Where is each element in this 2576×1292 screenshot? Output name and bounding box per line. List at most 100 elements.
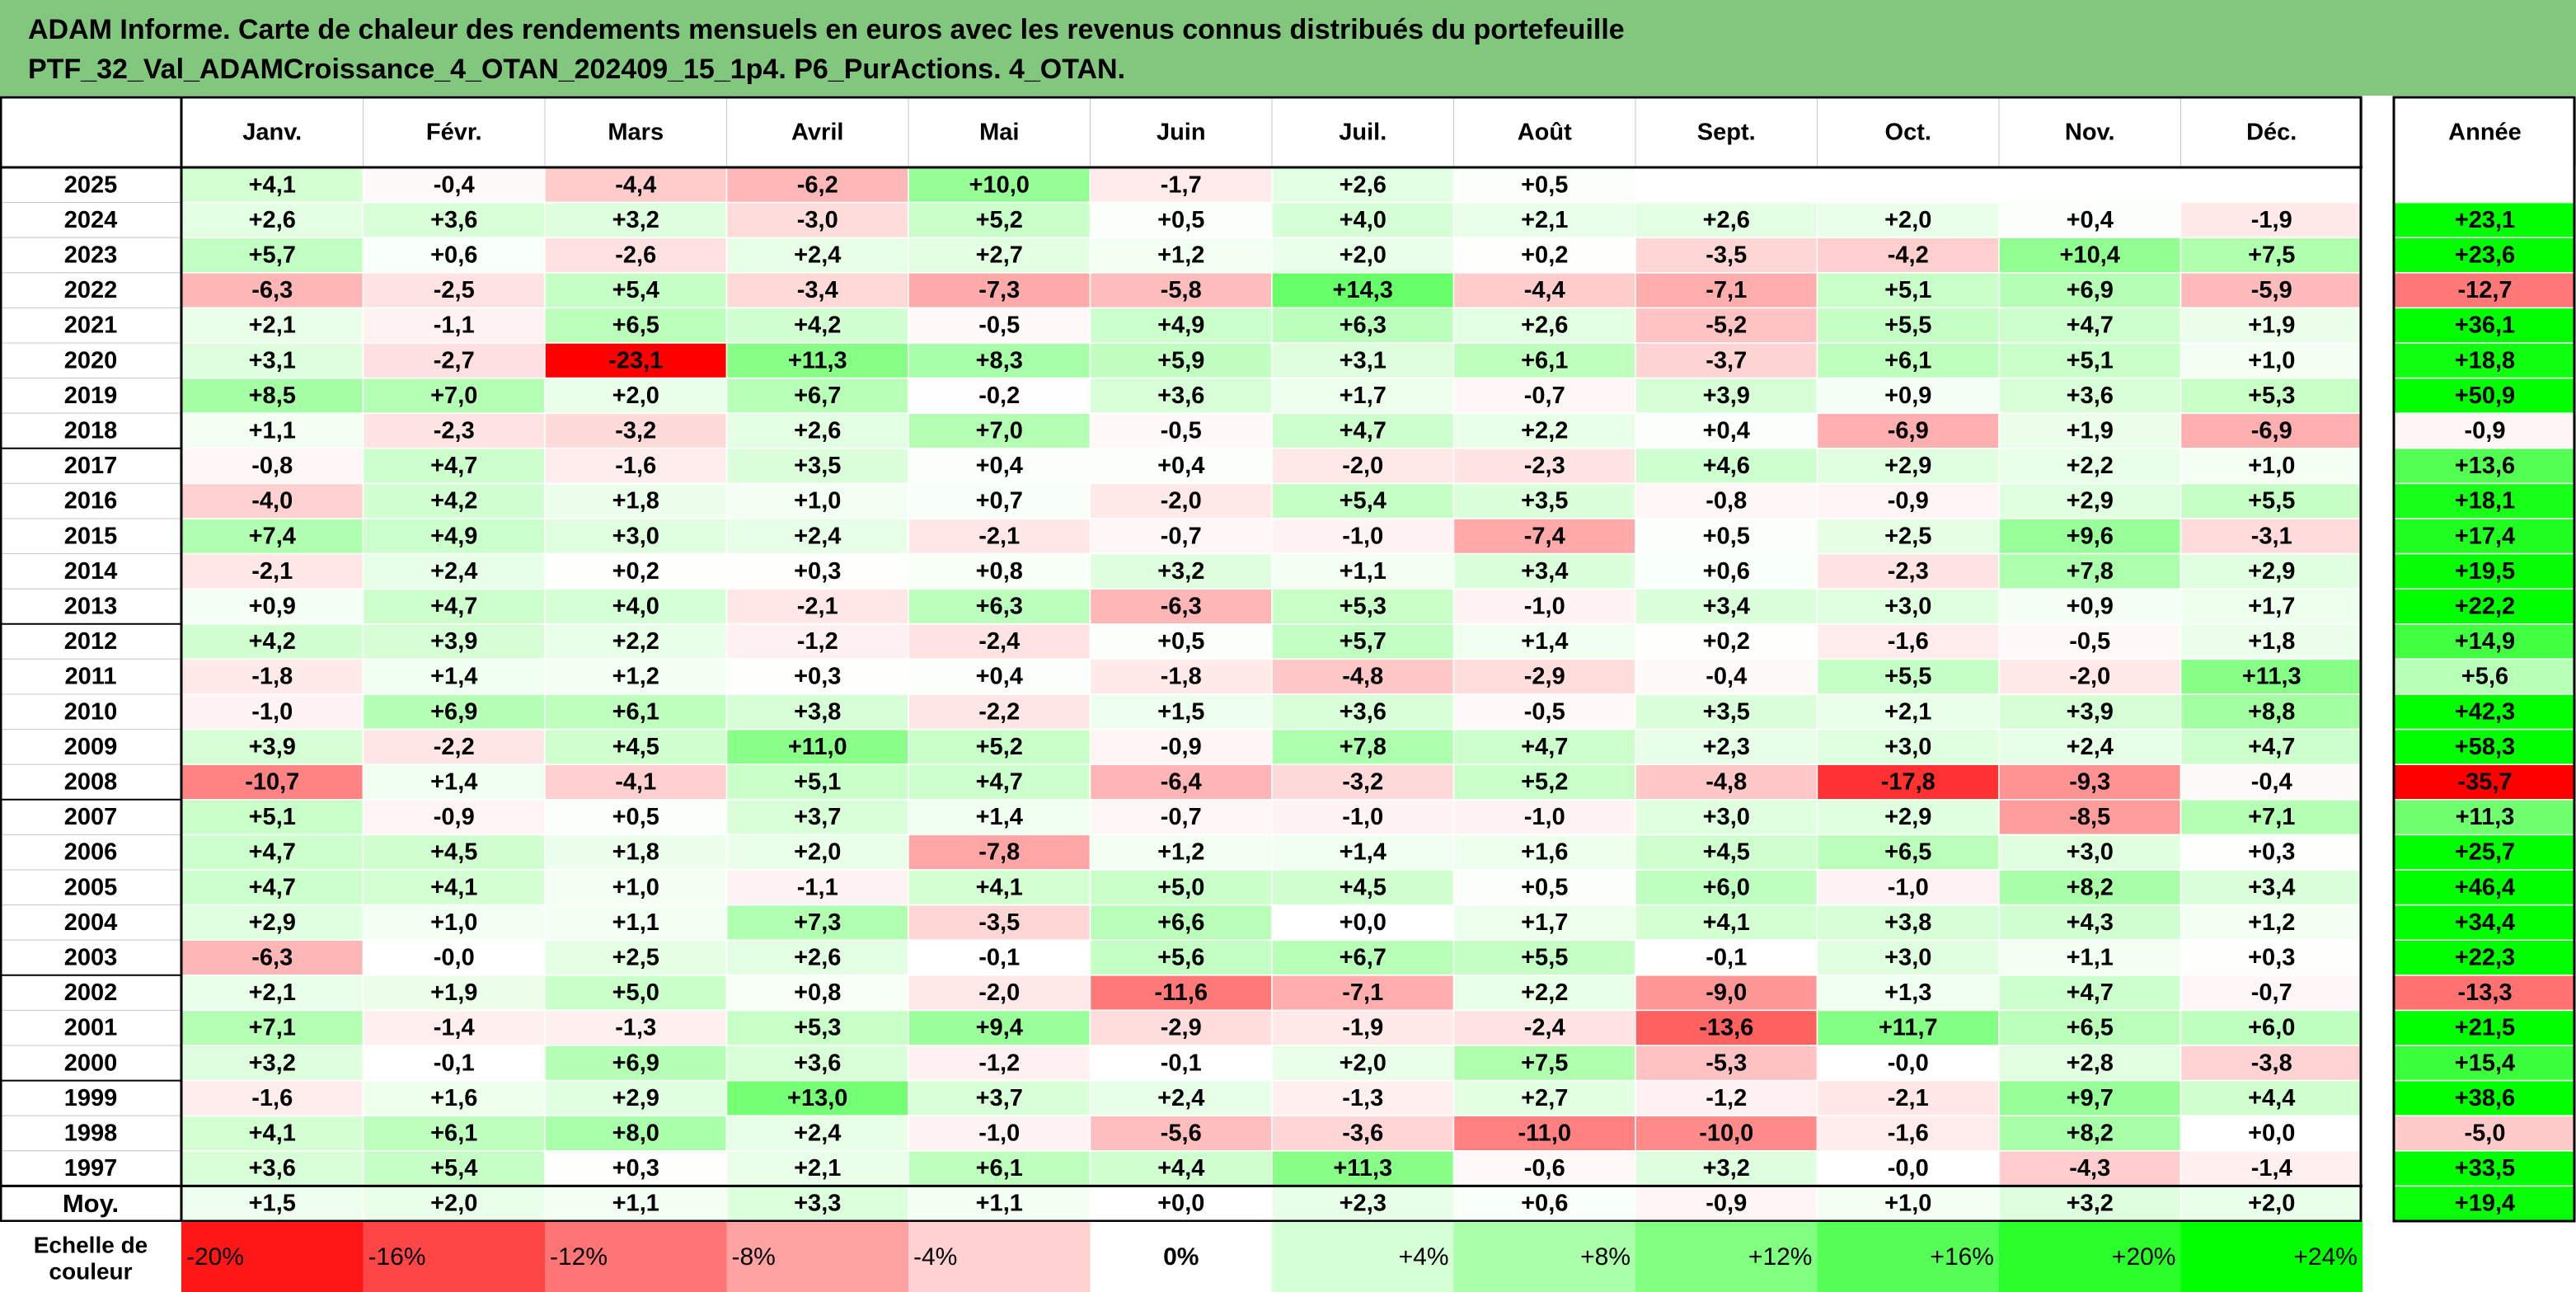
heatmap-cell <box>2180 623 2363 660</box>
column-header-cell <box>1817 96 2000 168</box>
heatmap-cell <box>1089 448 1273 485</box>
heatmap-cell-value: -1,7 <box>1161 171 1202 198</box>
heatmap-cell <box>544 869 728 906</box>
heatmap-cell <box>181 272 364 309</box>
heatmap-cell-value: +4,7 <box>430 594 477 620</box>
annual-cell <box>2393 167 2576 204</box>
heatmap-cell <box>2180 518 2363 555</box>
heatmap-cell-value: +5,5 <box>1884 312 1931 339</box>
heatmap-cell-value: +5,2 <box>976 734 1023 760</box>
heatmap-cell-value: +3,0 <box>1884 594 1931 620</box>
heatmap-cell-value: +6,1 <box>1884 347 1931 374</box>
heatmap-cell-value: +0,3 <box>2248 839 2295 866</box>
scale-swatch <box>908 1222 1091 1292</box>
heatmap-cell <box>1816 1079 2000 1116</box>
heatmap-cell-value: +0,6 <box>430 242 477 269</box>
heatmap-cell <box>544 904 728 941</box>
heatmap-cell <box>1998 167 2182 204</box>
heatmap-cell-value: +4,7 <box>430 453 477 479</box>
heatmap-cell <box>2180 412 2363 449</box>
heatmap-cell-value: +0,9 <box>2067 594 2114 620</box>
heatmap-cell-value: -5,9 <box>2251 277 2292 303</box>
heatmap-cell-value: +4,1 <box>976 874 1023 900</box>
heatmap-cell-value: +2,0 <box>1340 1050 1387 1076</box>
row-year-label: 2011 <box>65 664 117 690</box>
average-cell <box>725 1185 909 1222</box>
heatmap-cell <box>1089 482 1273 519</box>
heatmap-cell-value: -0,0 <box>434 945 475 971</box>
column-header-cell <box>1635 96 1818 168</box>
heatmap-cell-value: +3,5 <box>1521 488 1568 514</box>
heatmap-cell <box>544 307 728 344</box>
heatmap-cell <box>1998 412 2182 449</box>
heatmap-cell-value: -0,5 <box>2069 628 2110 655</box>
heatmap-cell <box>1816 412 2000 449</box>
heatmap-cell-value: +5,3 <box>794 1015 841 1041</box>
heatmap-cell <box>1816 482 2000 519</box>
heatmap-cell <box>544 377 728 414</box>
heatmap-cell-value: +3,9 <box>1703 383 1750 409</box>
row-year-label: 2021 <box>64 312 118 339</box>
heatmap-cell <box>2180 448 2363 485</box>
heatmap-cell <box>1271 448 1455 485</box>
heatmap-cell <box>544 939 728 976</box>
heatmap-cell <box>2180 588 2363 625</box>
scale-label-line-1: Echelle de <box>34 1233 148 1258</box>
heatmap-cell-value: +3,7 <box>976 1085 1023 1111</box>
scale-stop-label: -16% <box>368 1243 426 1271</box>
heatmap-cell-value: +6,9 <box>612 1050 659 1076</box>
heatmap-cell <box>181 588 364 625</box>
heatmap-cell-value: +2,2 <box>1521 980 1568 1006</box>
heatmap-cell <box>1271 167 1455 204</box>
heatmap-cell-value: -8,5 <box>2069 804 2110 830</box>
heatmap-cell <box>908 623 1091 660</box>
heatmap-cell-value: +5,5 <box>1884 664 1931 690</box>
heatmap-cell <box>908 869 1091 906</box>
heatmap-cell <box>2180 763 2363 801</box>
heatmap-cell <box>1452 552 1636 590</box>
heatmap-cell-value: +3,6 <box>249 1155 296 1182</box>
average-cell <box>1635 1185 1818 1222</box>
heatmap-cell-value: -6,3 <box>251 277 293 303</box>
row-year-cell <box>0 763 182 801</box>
annual-cell-value: +14,9 <box>2455 628 2515 655</box>
heatmap-cell-value: +4,5 <box>430 839 477 866</box>
heatmap-cell-value: -2,5 <box>434 277 475 303</box>
heatmap-cell-value: +0,7 <box>976 488 1023 514</box>
heatmap-cell-value: -2,3 <box>1524 453 1565 479</box>
heatmap-cell <box>1089 552 1273 590</box>
heatmap-cell-value: +2,4 <box>430 558 477 585</box>
heatmap-cell <box>1635 342 1818 379</box>
heatmap-cell <box>362 1009 546 1046</box>
heatmap-cell <box>1271 237 1455 274</box>
average-cell-value: +1,1 <box>612 1191 659 1217</box>
column-header-label: Févr. <box>426 120 482 146</box>
heatmap-cell-value: +6,7 <box>1340 945 1387 971</box>
annual-cell-value: -35,7 <box>2457 769 2512 796</box>
heatmap-cell <box>1089 799 1273 836</box>
annual-cell-value: +22,2 <box>2455 594 2515 620</box>
heatmap-cell-value: +8,0 <box>612 1121 659 1147</box>
heatmap-cell-value: +6,9 <box>430 698 477 725</box>
heatmap-cell <box>1635 658 1818 695</box>
heatmap-cell <box>2180 869 2363 906</box>
heatmap-cell-value: +1,3 <box>1884 980 1931 1006</box>
heatmap-cell-value: +11,7 <box>1879 1015 1938 1041</box>
row-year-label: 1999 <box>64 1085 118 1111</box>
heatmap-cell <box>181 869 364 906</box>
heatmap-cell <box>1635 201 1818 238</box>
heatmap-cell-value: -7,3 <box>978 277 1020 303</box>
heatmap-cell <box>1452 975 1636 1012</box>
heatmap-cell-value: +7,3 <box>794 909 841 936</box>
heatmap-cell <box>1452 623 1636 660</box>
row-year-label: 2015 <box>64 523 118 549</box>
heatmap-cell <box>1452 377 1636 414</box>
row-year-label: 2000 <box>64 1050 118 1076</box>
heatmap-cell <box>2180 377 2363 414</box>
heatmap-cell <box>908 552 1091 590</box>
row-year-label: 2013 <box>64 594 118 620</box>
annual-cell-value: +50,9 <box>2455 383 2515 409</box>
heatmap-cell <box>1271 728 1455 765</box>
heatmap-cell-value: -1,4 <box>434 1015 475 1041</box>
heatmap-cell <box>725 201 909 238</box>
